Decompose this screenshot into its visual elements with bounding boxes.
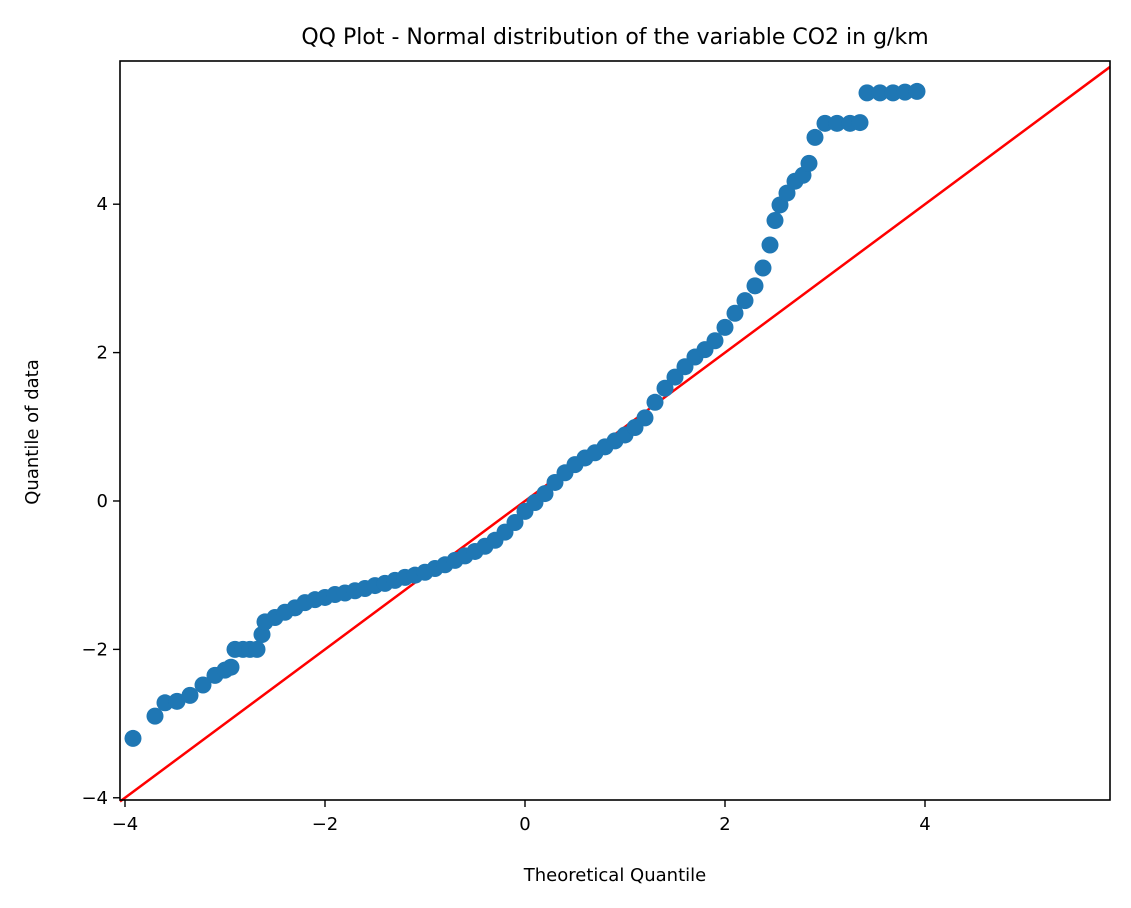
- scatter-point: [636, 409, 654, 427]
- ticks-layer: −4 −2 0 2 4 −4 −2 0 2 4: [81, 194, 930, 835]
- scatter-point: [828, 114, 846, 132]
- scatter-point: [248, 640, 266, 658]
- y-tick-label: −4: [81, 788, 108, 809]
- x-tick-label: −2: [312, 814, 339, 835]
- scatter-point: [871, 84, 889, 102]
- plot-frame: [119, 60, 1111, 801]
- y-tick-label: 2: [97, 343, 108, 364]
- y-axis-label: Quantile of data: [22, 359, 43, 505]
- plot-layer: [119, 65, 1111, 803]
- scatter-point: [858, 84, 876, 102]
- scatter-point: [716, 318, 734, 336]
- scatter-point: [646, 393, 664, 411]
- chart-title: QQ Plot - Normal distribution of the var…: [301, 25, 928, 50]
- scatter-point: [851, 114, 869, 132]
- scatter-point: [896, 83, 914, 101]
- scatter-point: [181, 686, 199, 704]
- scatter-point: [536, 485, 554, 503]
- scatter-point: [124, 729, 142, 747]
- scatter-point: [806, 128, 824, 146]
- scatter-point: [908, 82, 926, 100]
- scatter-point: [706, 332, 724, 350]
- scatter-point: [761, 236, 779, 254]
- scatter-point: [194, 676, 212, 694]
- scatter-point: [736, 292, 754, 310]
- scatter-point: [506, 514, 524, 532]
- scatter-point: [168, 692, 186, 710]
- y-tick-label: −2: [81, 639, 108, 660]
- scatter-point: [146, 707, 164, 725]
- x-tick-label: 2: [719, 814, 730, 835]
- scatter-point: [766, 212, 784, 230]
- scatter-point: [800, 154, 818, 172]
- scatter-point: [656, 379, 674, 397]
- scatter-point: [726, 304, 744, 322]
- x-tick-label: 0: [519, 814, 530, 835]
- x-tick-label: −4: [112, 814, 139, 835]
- scatter-point: [884, 84, 902, 102]
- scatter-point: [222, 658, 240, 676]
- scatter-point: [816, 114, 834, 132]
- scatter-point: [754, 259, 772, 277]
- scatter-point: [746, 277, 764, 295]
- x-axis-label: Theoretical Quantile: [523, 865, 706, 886]
- y-tick-label: 0: [97, 491, 108, 512]
- y-tick-label: 4: [97, 194, 108, 215]
- x-tick-label: 4: [919, 814, 930, 835]
